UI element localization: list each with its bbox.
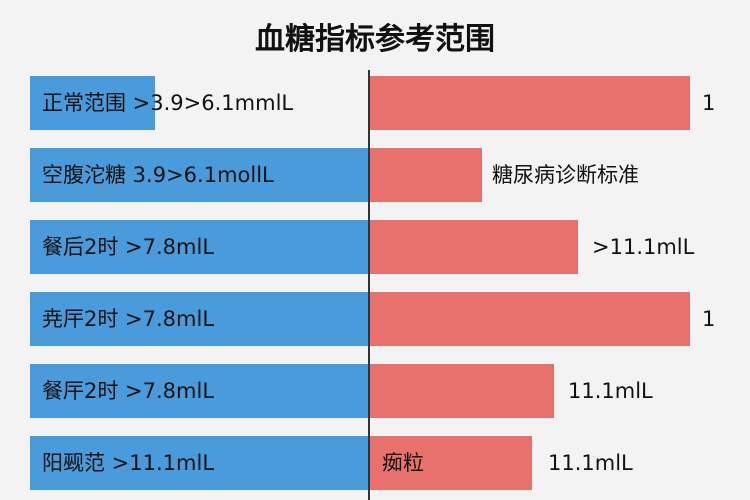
right-label: 11.1mlL [548, 451, 633, 475]
left-bar [30, 436, 368, 490]
right-bar [370, 436, 532, 490]
right-label: 1 [702, 307, 716, 331]
left-label: 空腹沱糖 3.9>6.1mollL [42, 163, 274, 187]
right-bar [370, 364, 554, 418]
left-bar [30, 220, 368, 274]
center-divider [368, 70, 370, 500]
right-label: 11.1mlL [568, 379, 653, 403]
left-label: 正常范围 >3.9>6.1mmlL [42, 91, 294, 115]
left-bar [30, 364, 368, 418]
right-label: 㾒粒 [382, 451, 424, 475]
right-bar [370, 220, 578, 274]
left-bar [30, 292, 368, 346]
right-bar [370, 76, 690, 130]
left-bar [30, 148, 368, 202]
left-bar [30, 76, 155, 130]
left-label: 餐厈2时 >7.8mlL [42, 379, 215, 403]
left-label: 尭厈2时 >7.8mlL [42, 307, 215, 331]
right-bar [370, 148, 482, 202]
right-label: >11.1mlL [592, 235, 695, 259]
right-bar [370, 292, 690, 346]
left-label: 阳觋范 >11.1mlL [42, 451, 215, 475]
left-label: 餐后2时 >7.8mlL [42, 235, 215, 259]
title: 血糖指标参考范围 [255, 22, 495, 57]
right-label: 糖尿病诊断标准 [492, 163, 639, 187]
right-label: 1 [702, 91, 716, 115]
